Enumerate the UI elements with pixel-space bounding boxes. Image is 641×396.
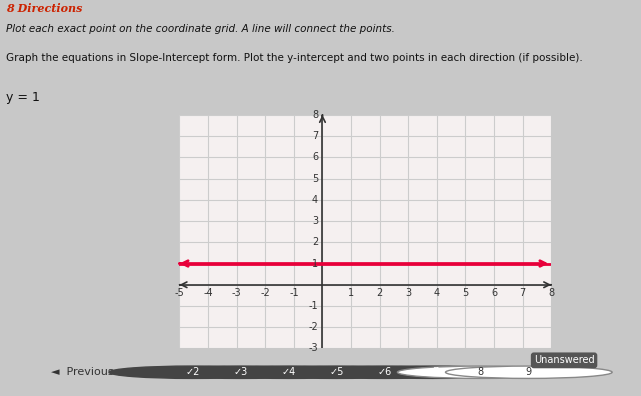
Text: Graph the equations in Slope-Intercept form. Plot the y-intercept and two points: Graph the equations in Slope-Intercept f…: [6, 53, 583, 63]
Text: 3: 3: [405, 288, 412, 298]
Text: 8: 8: [548, 288, 554, 298]
Text: 6: 6: [312, 152, 318, 162]
Text: -1: -1: [308, 301, 318, 311]
Text: 7: 7: [520, 288, 526, 298]
Text: 8: 8: [312, 110, 318, 120]
Text: y = 1: y = 1: [6, 91, 40, 104]
Text: 5: 5: [312, 173, 318, 184]
Text: Plot each exact point on the coordinate grid. A line will connect the points.: Plot each exact point on the coordinate …: [6, 25, 395, 34]
Text: 9: 9: [526, 367, 532, 377]
Circle shape: [445, 366, 612, 379]
Circle shape: [301, 366, 468, 379]
Text: Unanswered: Unanswered: [534, 355, 594, 366]
Text: 5: 5: [462, 288, 469, 298]
Text: -1: -1: [289, 288, 299, 298]
Text: 4: 4: [312, 195, 318, 205]
Circle shape: [253, 366, 420, 379]
Text: 8: 8: [478, 367, 484, 377]
Circle shape: [157, 366, 324, 379]
Text: ✓7: ✓7: [426, 367, 440, 377]
Text: 4: 4: [434, 288, 440, 298]
Text: ✓4: ✓4: [281, 367, 296, 377]
Text: -4: -4: [203, 288, 213, 298]
Text: ✓3: ✓3: [233, 367, 247, 377]
Circle shape: [349, 366, 516, 379]
Text: -3: -3: [308, 343, 318, 354]
Text: 1: 1: [312, 259, 318, 268]
Text: -2: -2: [308, 322, 318, 332]
Text: -2: -2: [260, 288, 270, 298]
Text: 7: 7: [312, 131, 318, 141]
Circle shape: [205, 366, 372, 379]
Text: -3: -3: [232, 288, 242, 298]
Text: 6: 6: [491, 288, 497, 298]
Text: 8 Directions: 8 Directions: [6, 3, 83, 14]
Text: ✓2: ✓2: [185, 367, 199, 377]
Circle shape: [109, 366, 276, 379]
Text: ✓6: ✓6: [378, 367, 392, 377]
Text: 2: 2: [312, 237, 318, 247]
Circle shape: [397, 366, 564, 379]
Text: -5: -5: [174, 288, 185, 298]
Text: 1: 1: [348, 288, 354, 298]
Text: 3: 3: [312, 216, 318, 226]
Text: ✓5: ✓5: [329, 367, 344, 377]
Text: ◄  Previous: ◄ Previous: [51, 367, 114, 377]
Text: 2: 2: [376, 288, 383, 298]
